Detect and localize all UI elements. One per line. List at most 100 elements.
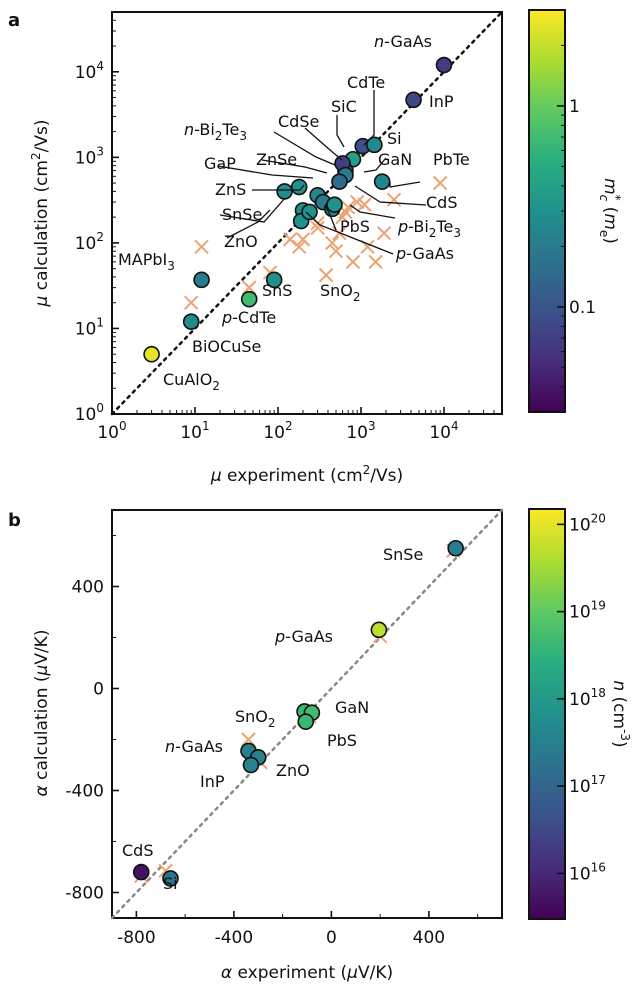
label-b-snse: SnSe <box>383 545 423 564</box>
panel-a-x-axis-title: μ experiment (cm2/Vs) <box>210 463 403 486</box>
label-b-sno2: SnO2 <box>235 707 276 730</box>
data-point-p-cdte <box>240 290 258 308</box>
experiment-marker <box>340 200 356 215</box>
experiment-marker <box>282 232 298 247</box>
data-point-biocuse <box>182 313 200 330</box>
data-point-pbte <box>373 173 391 190</box>
experiment-marker <box>386 192 402 207</box>
experiment-marker <box>194 239 209 255</box>
experiment-marker <box>183 295 199 310</box>
data-point-inp <box>405 91 422 109</box>
label-cdse: CdSe <box>278 112 319 131</box>
label-inp: InP <box>429 92 454 111</box>
label-snse: SnSe <box>222 205 262 224</box>
colorbar-tick-label: 1017 <box>569 773 606 797</box>
colorbar-tick-label: 1018 <box>569 686 606 710</box>
experiment-marker <box>345 254 361 270</box>
y-tick-label: -400 <box>65 782 104 802</box>
data-point-inp <box>242 756 260 774</box>
colorbar-tick-label: 1019 <box>569 599 606 623</box>
experiment-marker <box>291 239 307 255</box>
x-tick-label: 101 <box>180 419 209 443</box>
panel-a: a 100 101 102 103 104 100 101 102 103 104 <box>8 9 623 486</box>
x-tick-label: -800 <box>117 928 156 948</box>
panel-a-point-labels: n-GaAs InP CdTe SiC CdSe Si n-Bi2Te3 GaN… <box>118 32 470 393</box>
label-mapbi3: MAPbI3 <box>118 250 175 273</box>
panel-a-x-ticks: 100 101 102 103 104 <box>97 407 503 443</box>
experiment-marker <box>310 220 325 236</box>
panel-b-letter: b <box>8 510 21 531</box>
label-n-bi2te3: n-Bi2Te3 <box>184 120 247 143</box>
data-point-si <box>366 136 383 154</box>
data-point-p-gaas <box>301 203 318 221</box>
panel-a-colorbar-title: m*c (me) <box>597 178 623 244</box>
label-b-cds: CdS <box>122 841 153 860</box>
label-p-gaas: p-GaAs <box>395 244 454 263</box>
label-p-cdte: p-CdTe <box>221 308 276 327</box>
panel-a-leader-lines <box>217 90 427 255</box>
panel-b-colorbar-ticks: 1016 1017 1018 1019 1020 <box>557 511 606 884</box>
experiment-marker <box>328 243 344 259</box>
data-point-p-gaas <box>370 621 388 639</box>
data-point-snse <box>447 539 464 557</box>
label-cds: CdS <box>426 193 457 212</box>
label-biocuse: BiOCuSe <box>192 337 261 356</box>
experiment-marker <box>325 235 340 251</box>
label-si: Si <box>387 129 402 148</box>
panel-b-x-ticks: -800 -400 0 400 <box>117 911 479 948</box>
x-tick-label: 102 <box>263 419 292 443</box>
experiment-marker <box>242 280 257 295</box>
experiment-marker <box>432 175 448 191</box>
label-pbs: PbS <box>340 217 370 236</box>
label-b-zno: ZnO <box>276 761 310 780</box>
y-tick-label: 0 <box>93 680 104 700</box>
panel-a-colorbar-ticks: 10.1 <box>557 9 596 413</box>
data-point-cds <box>132 863 150 881</box>
label-b-gan: GaN <box>335 698 369 717</box>
data-point-sns <box>265 271 283 289</box>
x-tick-label: 100 <box>97 419 126 443</box>
y-tick-label: 103 <box>75 144 104 168</box>
label-b-inp: InP <box>200 772 225 791</box>
panel-a-y-ticks: 100 101 102 103 104 <box>75 11 119 425</box>
x-tick-label: 400 <box>413 928 445 948</box>
label-zno: ZnO <box>224 232 258 251</box>
label-p-bi2te3: p-Bi2Te3 <box>397 217 461 240</box>
panel-b-colorbar-title: n (cm-3) <box>609 680 632 747</box>
x-tick-label: 0 <box>326 928 337 948</box>
experiment-marker <box>318 267 334 283</box>
y-tick-label: -800 <box>65 884 104 904</box>
data-point-mapbi3 <box>193 271 210 289</box>
data-point-cualo2 <box>143 345 160 363</box>
colorbar-tick-label: 1016 <box>569 860 606 884</box>
x-tick-label: -400 <box>215 928 254 948</box>
panel-b-x-axis-title: α experiment (μV/K) <box>221 963 393 983</box>
label-b-si: Si <box>163 874 178 893</box>
y-tick-label: 102 <box>75 230 104 254</box>
label-cdte: CdTe <box>347 73 385 92</box>
label-gap: GaP <box>204 154 236 173</box>
x-tick-label: 104 <box>429 419 458 443</box>
label-zns: ZnS <box>215 180 246 199</box>
panel-a-frame <box>111 11 503 415</box>
experiment-marker <box>368 254 383 270</box>
panel-b-point-labels: SnSe p-GaAs SnO2 GaN PbS n-GaAs ZnO InP … <box>122 545 423 893</box>
panel-b-colorbar <box>528 508 566 920</box>
y-tick-label: 101 <box>75 315 104 339</box>
data-point-snse <box>290 178 308 196</box>
label-znse: ZnSe <box>256 150 297 169</box>
panel-a-y-axis-title: μ calculation (cm2/Vs) <box>29 120 52 308</box>
data-point-si <box>162 870 179 887</box>
label-b-n-gaas: n-GaAs <box>165 737 223 756</box>
data-point-znse <box>331 173 348 190</box>
label-sno2: SnO2 <box>320 281 361 304</box>
y-tick-label: 400 <box>72 578 104 598</box>
data-point-zns <box>276 183 293 200</box>
colorbar-tick-label: 0.1 <box>569 298 596 318</box>
experiment-marker <box>295 232 311 247</box>
panel-b-y-ticks: 400 0 -400 -800 <box>65 535 119 904</box>
data-point-n-gaas <box>435 56 453 74</box>
colorbar-tick-label: 1020 <box>569 511 606 535</box>
y-tick-label: 100 <box>75 401 104 425</box>
